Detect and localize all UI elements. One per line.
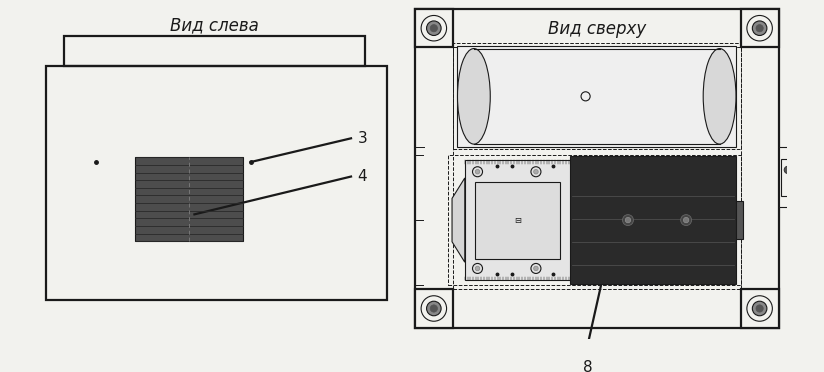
Circle shape — [534, 170, 538, 174]
Text: 8: 8 — [583, 360, 592, 372]
Bar — [46, 65, 387, 300]
Circle shape — [531, 167, 541, 177]
Circle shape — [681, 215, 691, 225]
Bar — [475, 182, 559, 259]
Circle shape — [427, 301, 441, 316]
Circle shape — [752, 301, 767, 316]
Circle shape — [747, 16, 772, 41]
Circle shape — [756, 25, 763, 32]
Circle shape — [421, 296, 447, 321]
Circle shape — [784, 166, 792, 173]
Text: ⊟: ⊟ — [514, 216, 521, 225]
Polygon shape — [452, 178, 465, 262]
Bar — [64, 36, 365, 65]
Circle shape — [475, 170, 480, 174]
Circle shape — [534, 266, 538, 271]
Bar — [465, 160, 634, 280]
Circle shape — [625, 217, 630, 223]
Circle shape — [683, 217, 689, 223]
Bar — [741, 289, 779, 328]
Circle shape — [531, 263, 541, 273]
Circle shape — [756, 305, 763, 312]
Circle shape — [752, 21, 767, 35]
Bar — [474, 52, 719, 141]
Text: 3: 3 — [358, 131, 368, 146]
Bar — [457, 45, 736, 147]
Bar — [448, 155, 741, 285]
Bar — [453, 47, 741, 289]
Bar — [779, 147, 797, 206]
Bar — [736, 201, 743, 239]
Circle shape — [421, 16, 447, 41]
Bar — [414, 9, 779, 328]
Bar — [414, 9, 453, 47]
Circle shape — [622, 215, 634, 225]
Circle shape — [472, 167, 483, 177]
Circle shape — [472, 263, 483, 273]
Ellipse shape — [703, 49, 736, 144]
Circle shape — [581, 92, 590, 101]
Circle shape — [430, 305, 438, 312]
Bar — [741, 9, 779, 47]
Bar — [414, 289, 453, 328]
Bar — [135, 157, 243, 241]
Text: Вид слева: Вид слева — [170, 16, 259, 34]
Circle shape — [427, 21, 441, 35]
Bar — [570, 156, 736, 284]
Text: Вид сверху: Вид сверху — [548, 20, 646, 38]
Circle shape — [430, 25, 438, 32]
Bar — [453, 43, 741, 149]
Circle shape — [747, 296, 772, 321]
Text: 4: 4 — [358, 169, 367, 184]
Ellipse shape — [457, 49, 490, 144]
Circle shape — [475, 266, 480, 271]
Bar — [781, 159, 794, 196]
